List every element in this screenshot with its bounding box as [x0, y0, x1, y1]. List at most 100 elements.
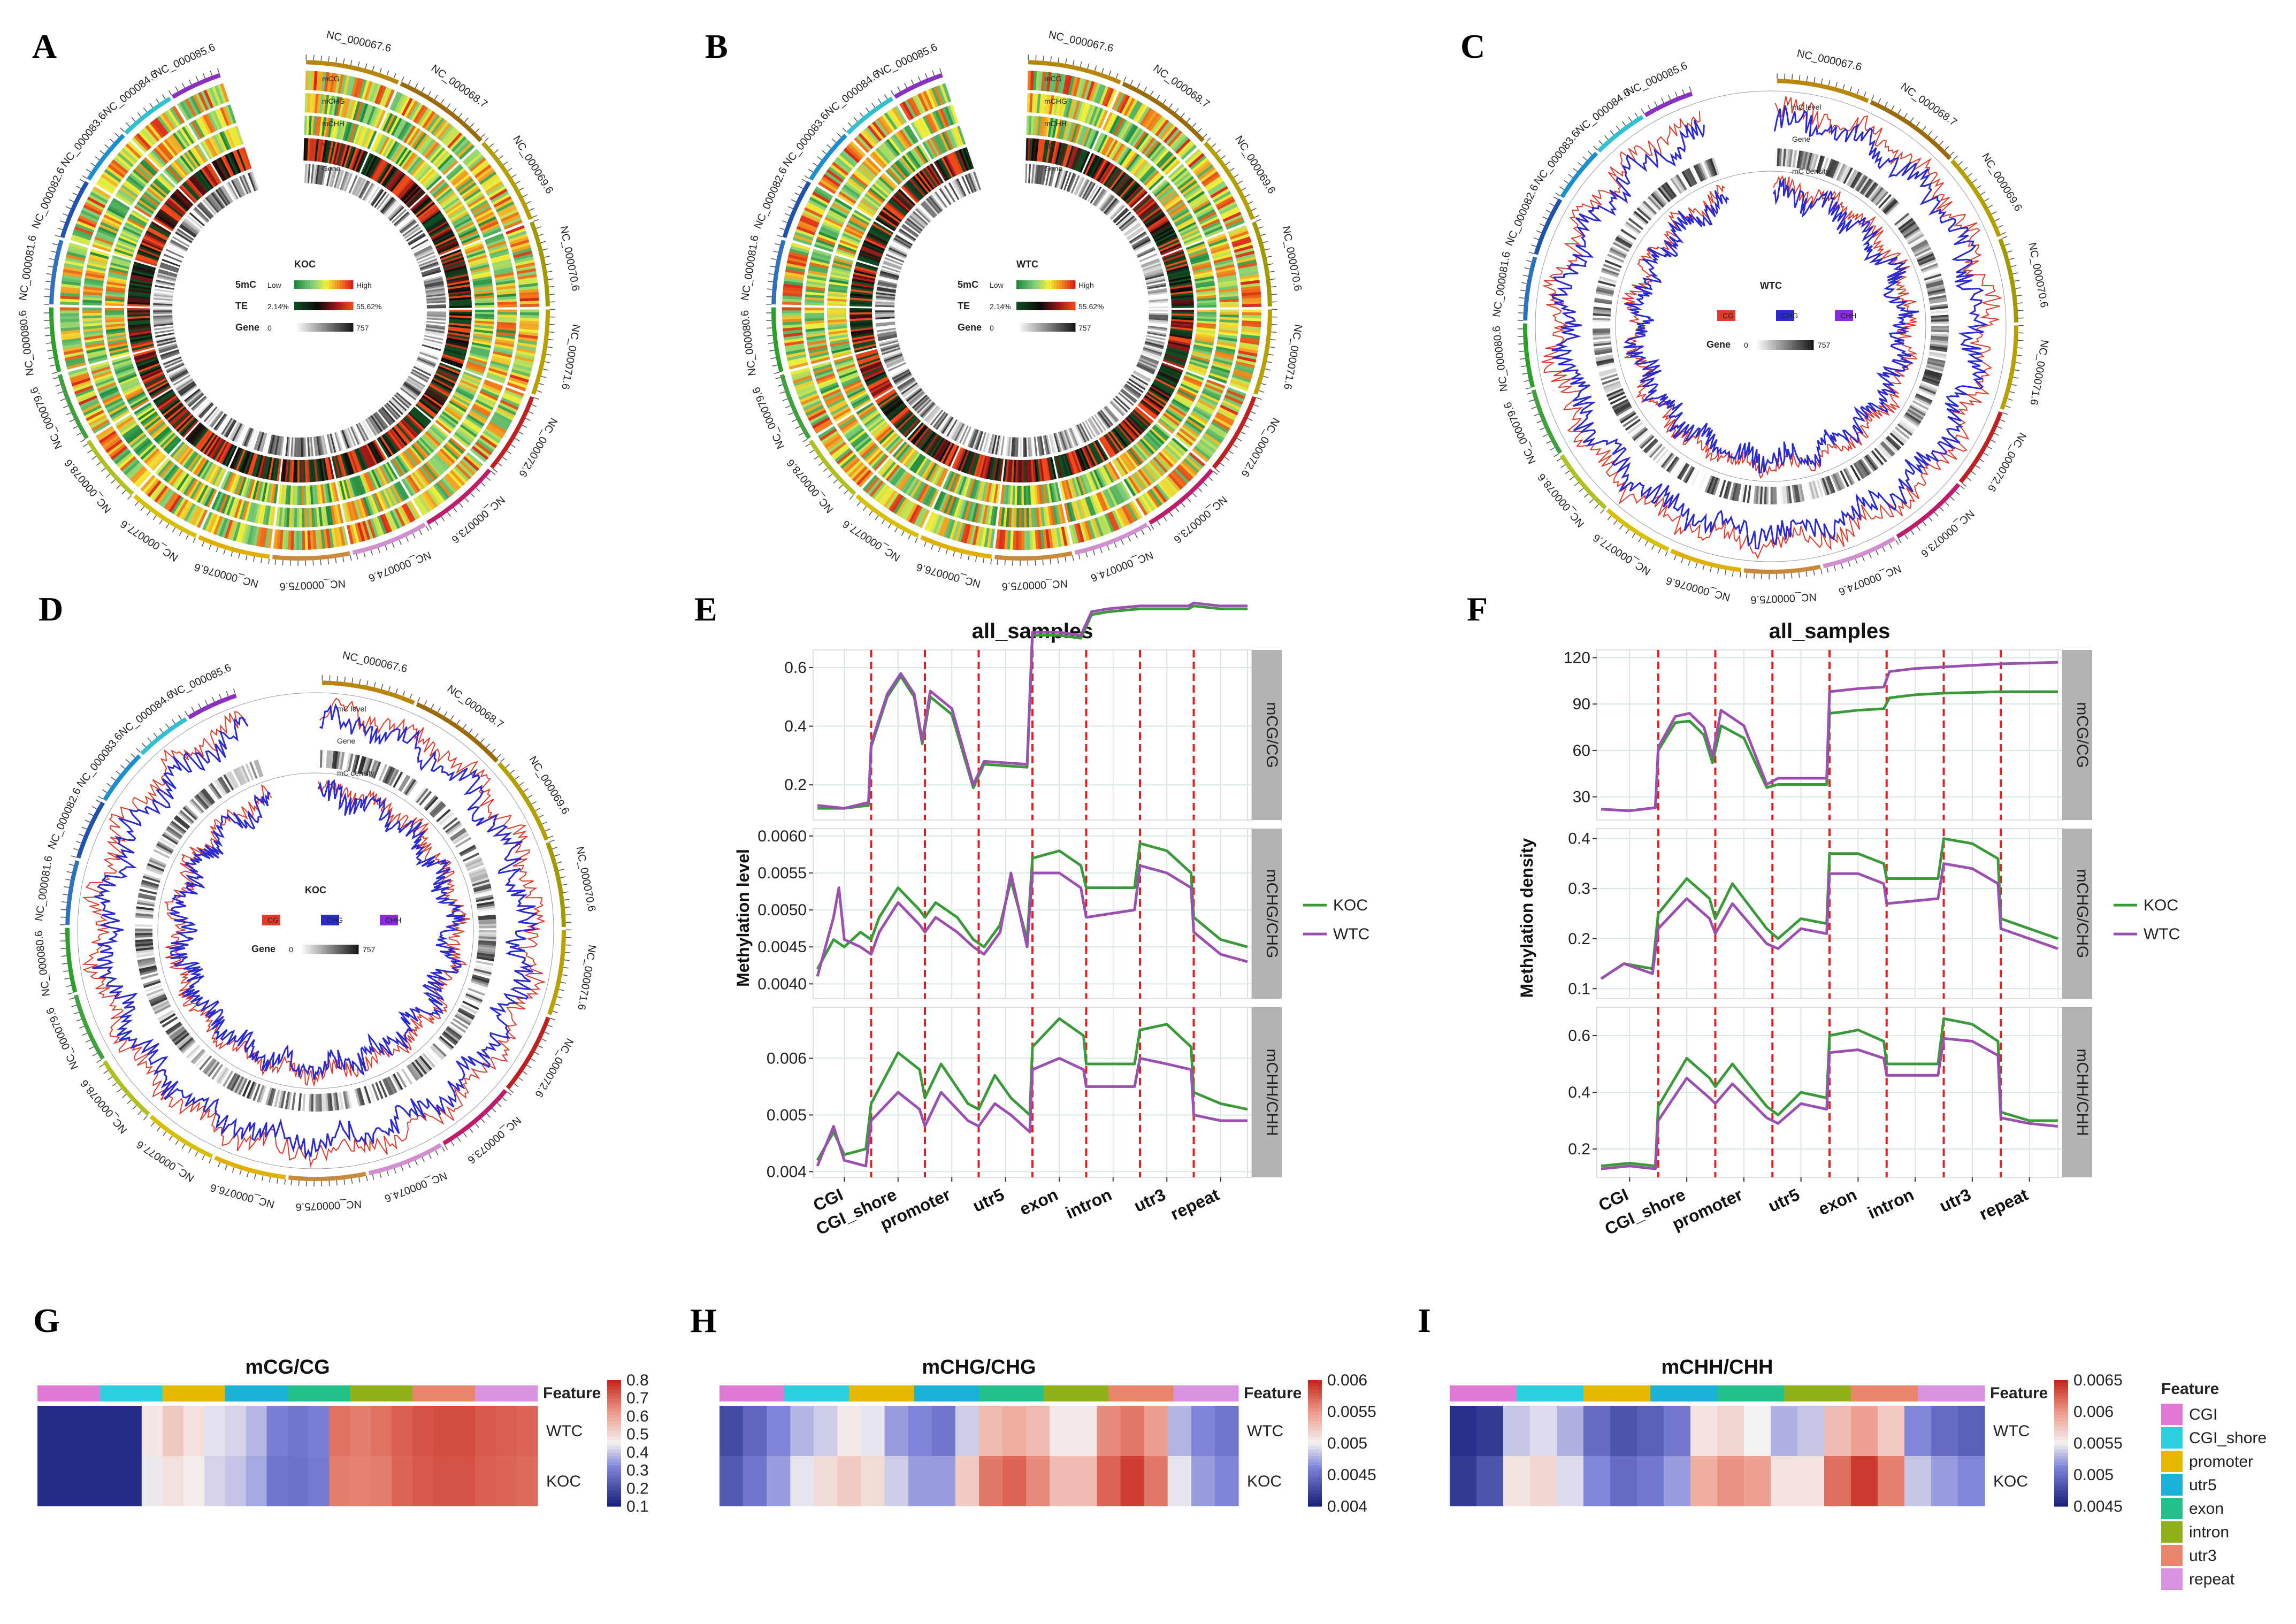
heat-cell: [389, 510, 400, 530]
heat-cell: [392, 509, 403, 528]
track-label: mCG: [322, 74, 340, 83]
heat-cell: [181, 449, 195, 466]
chromosome-tick: [179, 531, 182, 537]
chromosome-tick: [484, 137, 489, 142]
heat-cell: [227, 473, 236, 492]
heat-cell: [390, 173, 406, 193]
heat-cell: [407, 447, 422, 464]
heat-cell: [1018, 531, 1022, 550]
heat-cell: [87, 196, 106, 209]
heat-cell: [473, 443, 491, 458]
heat-cell: [231, 474, 241, 494]
heat-cell: [448, 328, 471, 334]
heat-cell: [84, 280, 104, 286]
chromosome-tick: [542, 248, 548, 251]
heat-cell: [422, 395, 442, 410]
heat-cell: [61, 280, 81, 286]
heat-cell: [426, 219, 447, 233]
heat-cell: [78, 395, 97, 405]
heat-cell: [470, 200, 488, 212]
heat-cell: [257, 455, 265, 478]
chromosome-tick: [785, 405, 791, 409]
chromosome-tick: [901, 531, 905, 537]
heat-cell: [84, 335, 104, 340]
heat-cell: [224, 445, 236, 466]
heat-cell: [1021, 508, 1024, 528]
chromosome-tick: [1143, 87, 1147, 92]
heat-cell: [384, 140, 396, 158]
chromosome-tick: [1272, 294, 1277, 295]
chromosome-tick: [894, 527, 898, 533]
heat-cell: [472, 204, 491, 216]
heat-cell: [316, 71, 321, 91]
heat-cell: [75, 223, 95, 233]
heat-cell: [463, 241, 483, 250]
heat-cell: [187, 423, 203, 442]
heat-cell: [449, 209, 468, 221]
heat-cell: [253, 454, 262, 477]
heat-cell: [432, 423, 449, 438]
chromosome-band: [198, 535, 270, 559]
heat-cell: [151, 484, 166, 501]
heat-cell: [72, 231, 91, 241]
chromosome-tick: [853, 117, 858, 122]
chromosome-tick: [1072, 59, 1075, 66]
heat-cell: [423, 212, 442, 227]
legend-swatch: [297, 323, 300, 332]
chromosome-tick: [1147, 526, 1152, 531]
chromosome-tick: [363, 552, 366, 558]
heat-cell: [129, 213, 148, 226]
chromosome-tick: [547, 346, 553, 348]
heat-cell: [431, 228, 453, 241]
heat-cell: [497, 321, 517, 326]
heat-cell: [415, 403, 434, 420]
heat-cell: [109, 345, 128, 351]
heat-cell: [365, 443, 378, 465]
heat-cell: [328, 528, 334, 548]
chromosome-tick: [210, 70, 213, 76]
heat-cell: [362, 154, 374, 175]
heat-cell: [470, 350, 489, 358]
heat-cell: [496, 290, 516, 295]
heat-cell: [326, 483, 332, 503]
heat-cell: [517, 344, 537, 351]
heat-cell: [332, 505, 339, 525]
heat-cell: [471, 202, 489, 215]
heat-cell: [455, 219, 473, 231]
heat-cell: [152, 308, 172, 311]
heat-cell: [509, 374, 529, 383]
heat-cell: [135, 203, 153, 216]
heat-cell: [430, 147, 446, 164]
heat-cell: [65, 356, 85, 364]
heat-cell: [137, 408, 155, 421]
heat-cell: [193, 428, 209, 447]
heat-cell: [426, 430, 442, 445]
legend-swatch: [294, 280, 297, 289]
heat-cell: [446, 441, 463, 456]
chromosome-tick: [458, 112, 463, 118]
heat-cell: [261, 527, 267, 548]
heat-cell: [364, 81, 373, 101]
heat-cell: [475, 399, 494, 411]
heat-cell: [61, 335, 81, 341]
heat-cell: [413, 104, 426, 123]
heat-cell: [125, 143, 142, 159]
heat-cell: [494, 343, 514, 350]
heat-cell: [73, 382, 93, 392]
heat-cell: [461, 375, 480, 385]
heat-cell: [212, 439, 226, 460]
chromosome-tick: [1268, 354, 1274, 356]
chromosome-tick: [529, 208, 534, 211]
heat-cell: [215, 109, 225, 128]
heat-cell: [415, 200, 434, 217]
heat-cell: [340, 74, 347, 95]
heat-cell: [312, 116, 317, 136]
chromosome-tick: [499, 155, 504, 159]
chromosome-tick: [777, 384, 783, 387]
heat-cell: [520, 309, 540, 313]
heat-cell: [194, 483, 206, 502]
chromosome-tick: [152, 515, 157, 520]
heat-cell: [60, 318, 80, 323]
heat-cell: [107, 279, 127, 285]
chromosome-tick: [1197, 128, 1202, 133]
